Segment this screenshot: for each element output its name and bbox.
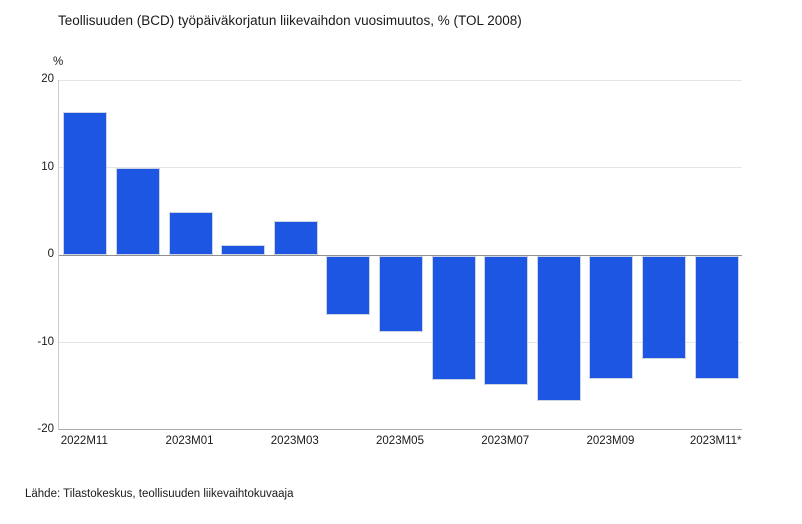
x-tick-2023M03: 2023M03: [270, 435, 319, 447]
bar-2023M02: [221, 245, 266, 255]
bar-2023M03: [273, 220, 318, 255]
bar-2023M09: [589, 256, 634, 380]
bar-2023M05: [379, 256, 423, 333]
x-tick-2023M11-prelim: 2023M11*: [689, 435, 742, 447]
bar-2023M07: [484, 256, 529, 385]
x-tick-2023M01: 2023M01: [165, 435, 214, 447]
plot-area: [58, 79, 742, 430]
bar-2022M12: [115, 168, 160, 255]
gridline-20: [59, 79, 742, 81]
bar-2023M08: [536, 256, 581, 402]
gridline--10: [59, 342, 742, 343]
y-tick--10: -10: [37, 335, 54, 348]
bar-2023M04: [326, 256, 371, 315]
bar-2022M11: [63, 112, 108, 255]
bar-2023M11*: [694, 256, 739, 380]
y-tick--20: -20: [37, 423, 54, 435]
x-tick-2023M09: 2023M09: [586, 435, 635, 447]
source-note: Lähde: Tilastokeskus, teollisuuden liike…: [25, 488, 294, 500]
x-tick-2023M07: 2023M07: [481, 435, 530, 447]
y-tick-10: 10: [41, 160, 54, 173]
bar-2023M10: [642, 256, 687, 360]
chart-title: Teollisuuden (BCD) työpäiväkorjatun liik…: [58, 13, 522, 28]
bar-2023M01: [168, 212, 213, 255]
y-axis-unit-label: %: [53, 56, 64, 68]
x-tick-2023M05: 2023M05: [376, 435, 424, 447]
x-tick-2022M11: 2022M11: [60, 435, 108, 447]
gridline-0: [59, 254, 742, 256]
y-tick-20: 20: [41, 73, 54, 85]
bar-2023M06: [431, 256, 476, 381]
y-tick-0: 0: [47, 248, 54, 260]
gridline-10: [59, 167, 742, 168]
